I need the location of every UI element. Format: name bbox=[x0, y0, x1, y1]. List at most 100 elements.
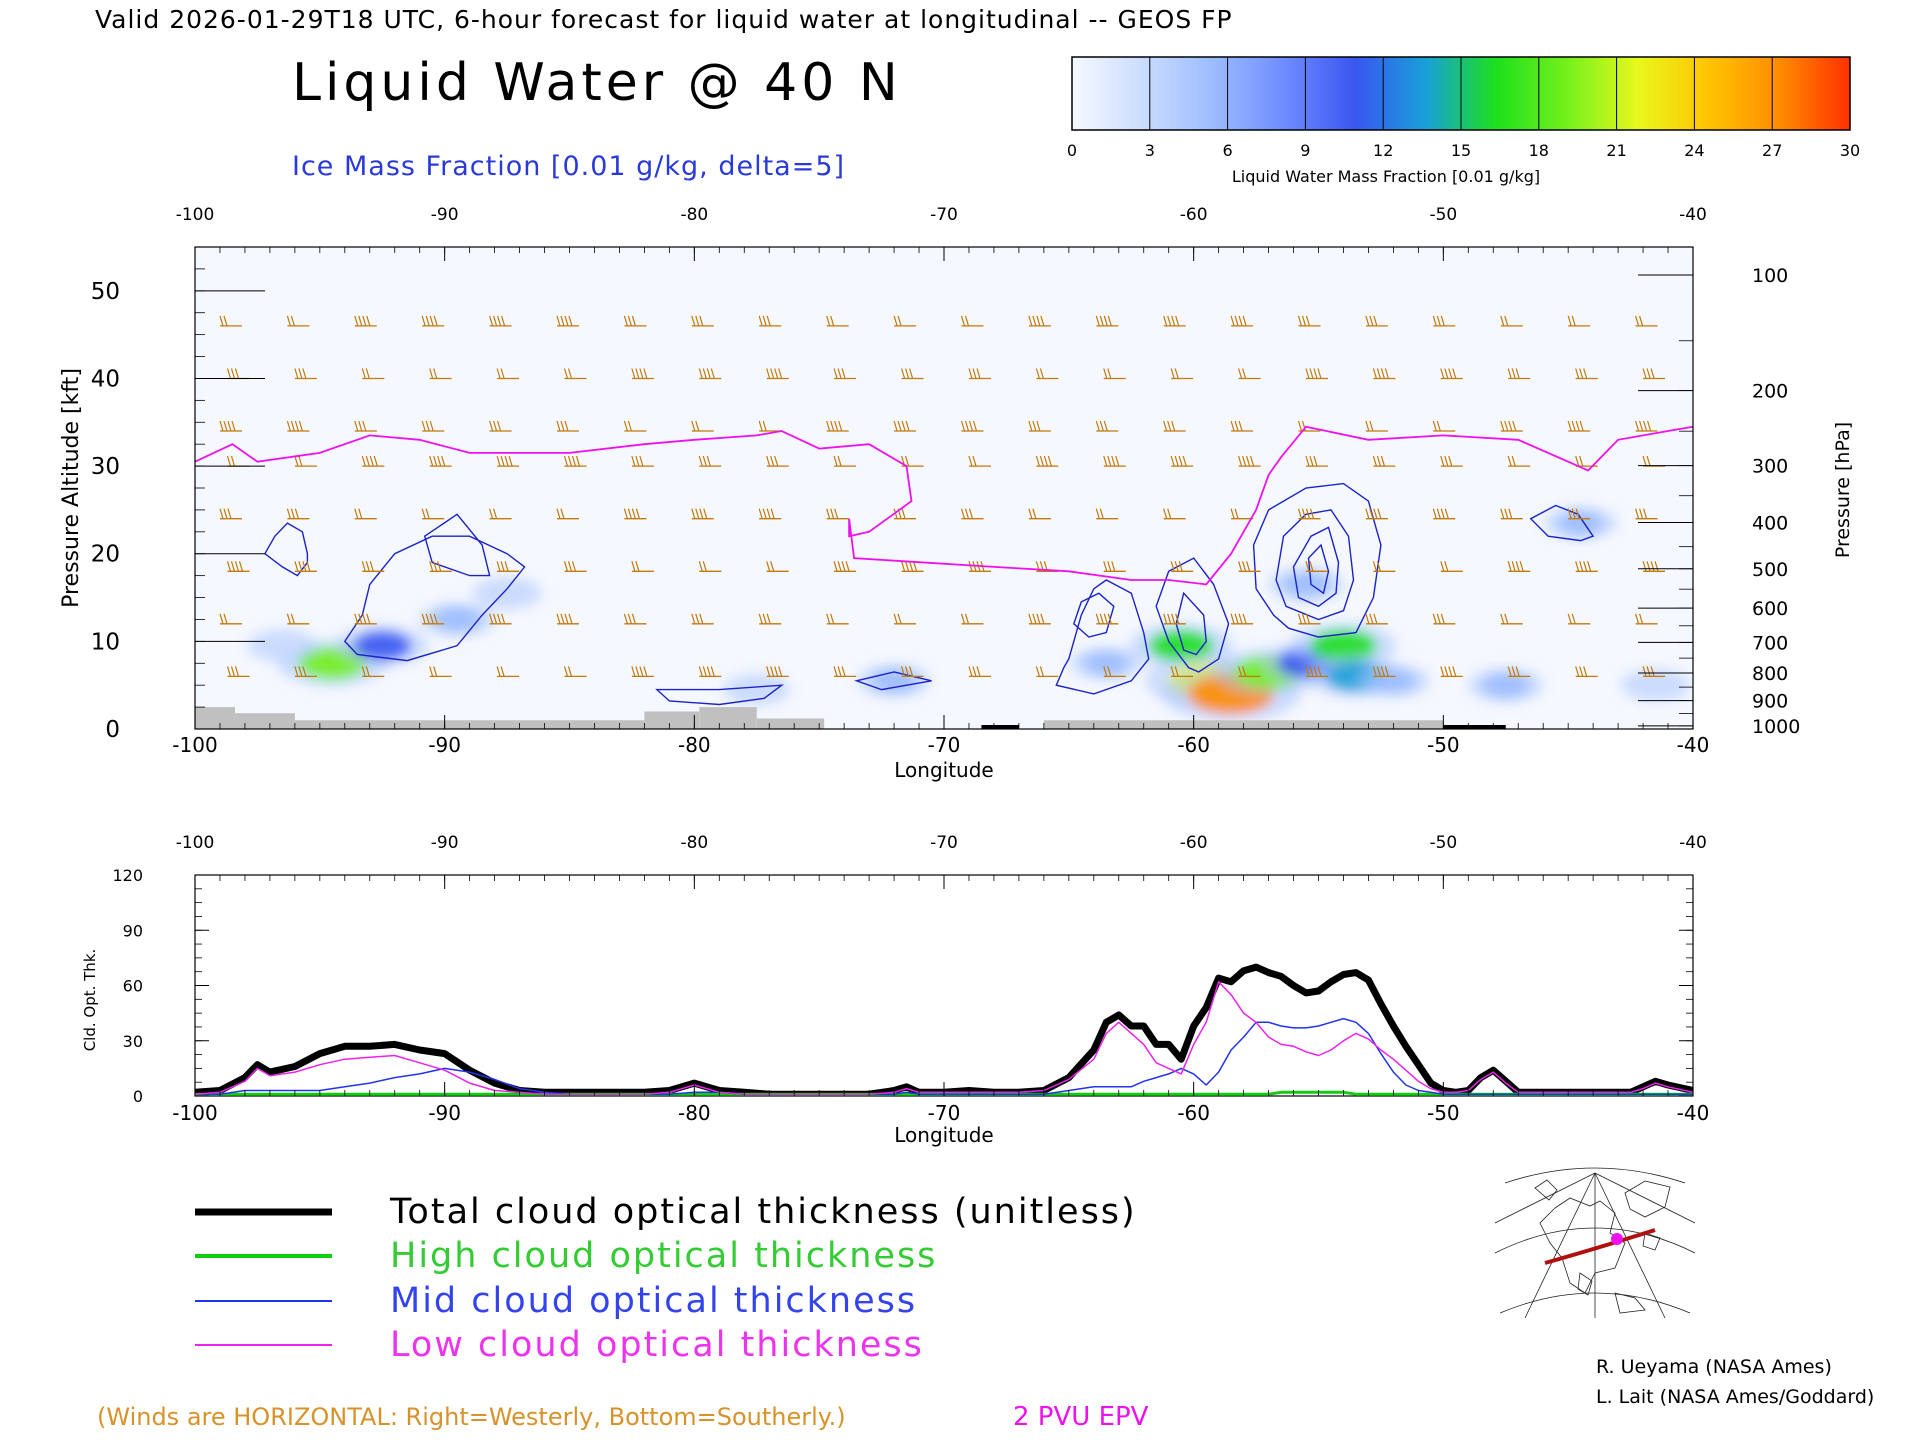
pressure-tick-label: 200 bbox=[1752, 381, 1788, 403]
wind-barb bbox=[1500, 613, 1523, 625]
wind-barb-feather bbox=[826, 420, 831, 432]
wind-barb-feather bbox=[433, 455, 438, 467]
wind-barb-feather bbox=[691, 315, 696, 327]
wind-barb-feather bbox=[361, 666, 366, 677]
wind-barb-feather bbox=[1511, 368, 1516, 379]
wind-barb-feather bbox=[1567, 420, 1572, 432]
wind-barb-feather bbox=[358, 508, 363, 519]
wind-barb-feather bbox=[976, 666, 981, 677]
wind-barb-feather bbox=[1571, 613, 1576, 624]
wind-barb-feather bbox=[365, 666, 370, 677]
wind-barb bbox=[1440, 368, 1463, 380]
wind-barb bbox=[489, 315, 512, 327]
wind-barb-feather bbox=[1175, 315, 1180, 327]
wind-barb bbox=[1507, 561, 1531, 572]
wind-barb-feather bbox=[695, 420, 700, 432]
wind-barb-feather bbox=[1234, 420, 1239, 432]
wind-barb-feather bbox=[361, 561, 366, 572]
wind-barb bbox=[826, 420, 849, 432]
wind-barb-feather bbox=[302, 561, 307, 572]
wind-barb-feather bbox=[1111, 455, 1116, 467]
wind-barb-feather bbox=[234, 666, 240, 677]
wind-barb-feather bbox=[489, 613, 494, 624]
wind-barb-feather bbox=[698, 455, 703, 467]
wind-barb-feather bbox=[1099, 613, 1104, 624]
wind-barb-feather bbox=[1376, 666, 1381, 677]
x-tick-label: -90 bbox=[428, 733, 461, 757]
wind-barb-feather bbox=[354, 315, 359, 327]
surface-marker bbox=[981, 725, 1019, 729]
wind-barb bbox=[623, 613, 647, 625]
wind-barb-feather bbox=[702, 455, 707, 467]
wind-barb bbox=[758, 613, 782, 625]
wind-barb bbox=[893, 420, 917, 432]
wind-barb-feather bbox=[627, 315, 632, 327]
y-tick-label: 50 bbox=[91, 279, 120, 305]
wind-barb-feather bbox=[1646, 561, 1651, 572]
wind-barb-feather bbox=[298, 666, 303, 677]
y-tick-label: 30 bbox=[91, 454, 120, 480]
liquid-water-cell bbox=[1633, 673, 1678, 697]
wind-barb-feather bbox=[1515, 561, 1520, 572]
wind-barb bbox=[294, 455, 317, 467]
wind-barb-feather bbox=[1305, 613, 1311, 624]
wind-barb-feather bbox=[964, 613, 970, 624]
wind-barb-feather bbox=[1575, 368, 1580, 379]
wind-barb-feather bbox=[972, 420, 978, 432]
wind-barb-feather bbox=[691, 613, 696, 624]
liquid-water-cell bbox=[260, 634, 304, 658]
wind-barb-feather bbox=[1171, 613, 1176, 624]
wind-barb-feather bbox=[1432, 613, 1437, 624]
wind-barb-feather bbox=[968, 368, 973, 379]
wind-barb-feather bbox=[826, 613, 831, 624]
wind-barb-feather bbox=[302, 666, 307, 677]
wind-barb-feather bbox=[960, 508, 966, 519]
wind-barb-feather bbox=[500, 561, 505, 572]
wind-barb-feather bbox=[219, 508, 224, 519]
wind-barb bbox=[286, 613, 310, 625]
wind-barb-feather bbox=[1230, 420, 1235, 432]
wind-barb-feather bbox=[766, 666, 771, 677]
wind-barb bbox=[361, 561, 385, 572]
wind-barb-feather bbox=[433, 613, 438, 624]
wind-barb-feather bbox=[976, 368, 981, 379]
ice-contour bbox=[854, 671, 932, 691]
wind-barb bbox=[1567, 613, 1591, 625]
wind-barb-feather bbox=[1444, 666, 1449, 677]
wind-barb-feather bbox=[294, 666, 299, 677]
wind-barb-feather bbox=[826, 315, 831, 327]
wind-barb-feather bbox=[960, 315, 966, 327]
wind-barb-feather bbox=[635, 368, 640, 379]
wind-barb-feather bbox=[219, 315, 224, 327]
flight-track-line bbox=[1544, 1228, 1656, 1265]
wind-barb bbox=[1028, 613, 1051, 625]
wind-barb-feather bbox=[623, 420, 628, 432]
wind-barb-feather bbox=[362, 420, 367, 432]
wind-barb bbox=[1507, 666, 1531, 678]
wind-barb-feather bbox=[238, 561, 244, 572]
wind-barb-feather bbox=[1095, 508, 1100, 519]
wind-barb-feather bbox=[1238, 561, 1243, 572]
wind-barb-feather bbox=[223, 315, 228, 327]
wind-barb-feather bbox=[1297, 420, 1303, 432]
wind-barb-feather bbox=[1511, 666, 1516, 677]
wind-barb-feather bbox=[1230, 508, 1235, 519]
wind-barb-feather bbox=[1508, 508, 1513, 519]
bottom-x-top-tick-label: -40 bbox=[1679, 833, 1707, 853]
wind-barb bbox=[1238, 368, 1261, 380]
wind-barb-feather bbox=[1575, 508, 1580, 519]
wind-barb-feather bbox=[563, 561, 569, 572]
wind-barb-feather bbox=[1372, 561, 1377, 572]
wind-barb-feather bbox=[762, 613, 767, 624]
wind-barb bbox=[1297, 508, 1321, 520]
wind-barb-feather bbox=[758, 613, 763, 624]
wind-barb-feather bbox=[1587, 561, 1592, 572]
terrain bbox=[756, 718, 825, 729]
wind-barb-feather bbox=[1567, 508, 1572, 519]
wind-barb-feather bbox=[1171, 315, 1176, 327]
wind-barb bbox=[833, 455, 857, 467]
wind-barb-feather bbox=[1174, 666, 1179, 677]
wind-barb bbox=[1028, 508, 1051, 520]
wind-barb-feather bbox=[496, 561, 501, 572]
wind-barb-feather bbox=[1163, 315, 1168, 327]
